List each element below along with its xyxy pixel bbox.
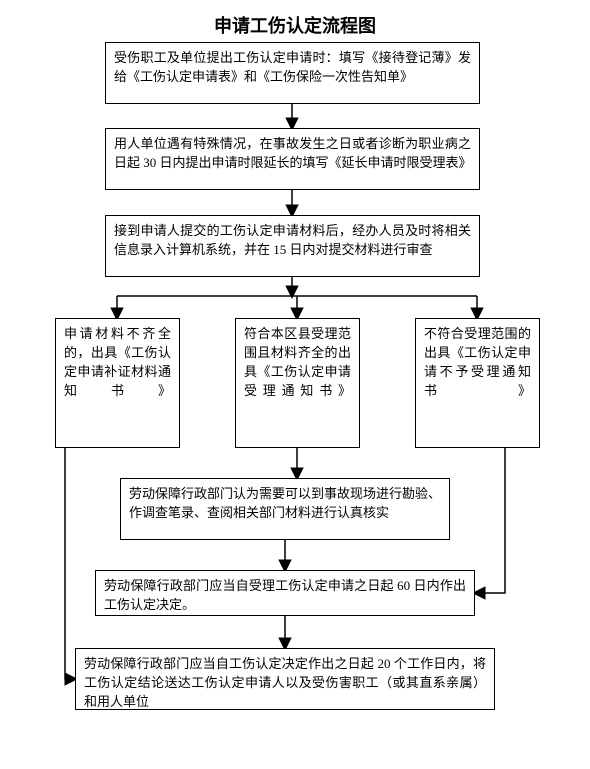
flow-node-n4c: 不符合受理范围的出具《工伤认定申请不予受理通知书》	[415, 318, 540, 448]
edge-n4c-n6	[475, 448, 505, 593]
flow-node-n5: 劳动保障行政部门认为需要可以到事故现场进行勘验、作调查笔录、查阅相关部门材料进行…	[120, 478, 450, 540]
flow-node-n3: 接到申请人提交的工伤认定申请材料后，经办人员及时将相关信息录入计算机系统，并在 …	[105, 215, 480, 277]
edge-n4a-n7	[65, 448, 75, 679]
page-title: 申请工伤认定流程图	[0, 12, 590, 38]
flow-node-n4b: 符合本区县受理范围且材料齐全的出具《工伤认定申请受理通知书》	[235, 318, 360, 448]
flow-node-n1: 受伤职工及单位提出工伤认定申请时：填写《接待登记薄》发给《工伤认定申请表》和《工…	[105, 42, 480, 104]
flow-node-n4a: 申请材料不齐全的，出具《工伤认定申请补证材料通知书》	[55, 318, 180, 448]
flow-node-n6: 劳动保障行政部门应当自受理工伤认定申请之日起 60 日内作出工伤认定决定。	[95, 570, 475, 616]
flow-node-n7: 劳动保障行政部门应当自工伤认定决定作出之日起 20 个工作日内，将工伤认定结论送…	[75, 648, 495, 710]
flow-node-n2: 用人单位遇有特殊情况，在事故发生之日或者诊断为职业病之日起 30 日内提出申请时…	[105, 128, 480, 190]
